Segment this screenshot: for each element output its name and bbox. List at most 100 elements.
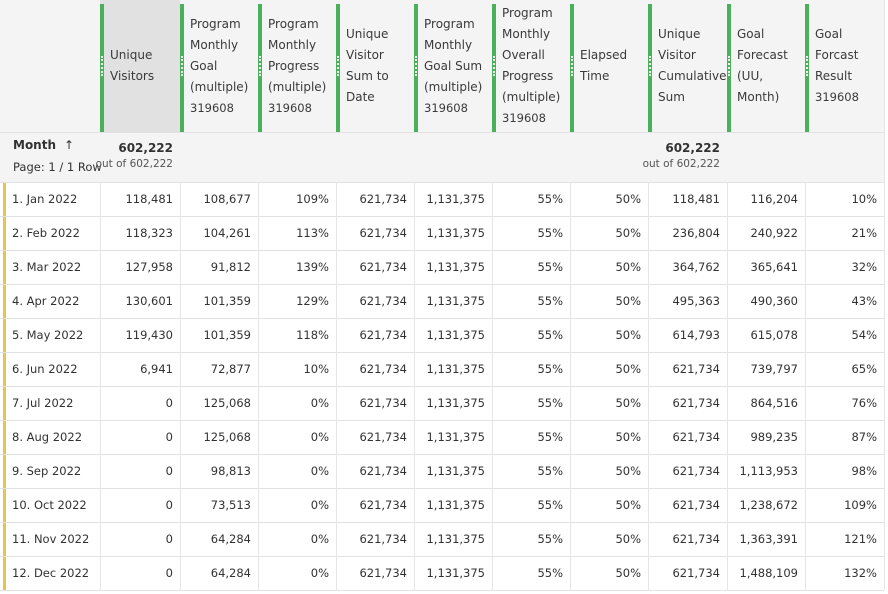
cell-value: 116,204 — [750, 192, 798, 206]
cell-value: 1,238,672 — [739, 498, 798, 512]
cell-value: 55% — [537, 498, 563, 512]
cell-value: 0% — [310, 566, 329, 580]
column-header[interactable]: Program Monthly Goal Sum (multiple) 31960… — [415, 0, 492, 132]
cell-value: 240,922 — [750, 226, 798, 240]
cell-value: 236,804 — [672, 226, 720, 240]
cell-divider — [100, 250, 101, 284]
column-header[interactable]: Unique Visitor Cumulative Sum — [649, 0, 727, 132]
cell-value: 364,762 — [672, 260, 720, 274]
column-header[interactable]: Elapsed Time — [571, 0, 648, 132]
column-header[interactable]: Unique Visitors — [101, 0, 180, 132]
cell-value: 119,430 — [125, 328, 173, 342]
cell-divider — [258, 386, 259, 420]
cell-divider — [414, 454, 415, 488]
cell-divider — [180, 352, 181, 386]
row-divider — [0, 250, 884, 251]
column-header[interactable]: Goal Forcast Result 319608 — [806, 0, 884, 132]
cell-value: 98% — [851, 464, 877, 478]
cell-divider — [180, 522, 181, 556]
cell-value: 495,363 — [672, 294, 720, 308]
cell-divider — [100, 386, 101, 420]
cell-divider — [492, 182, 493, 216]
month-header[interactable]: Month — [13, 138, 57, 152]
column-title: Unique Visitors — [110, 48, 155, 83]
cell-value: 129% — [296, 294, 329, 308]
row-label: 5. May 2022 — [12, 328, 84, 342]
cell-divider — [570, 216, 571, 250]
cell-divider — [336, 216, 337, 250]
selected-column-bg — [100, 0, 180, 132]
cell-divider — [805, 420, 806, 454]
cell-value: 118,323 — [125, 226, 173, 240]
cell-divider — [100, 556, 101, 590]
cell-value: 50% — [615, 430, 641, 444]
cell-divider — [258, 556, 259, 590]
cell-divider — [336, 284, 337, 318]
column-header[interactable]: Unique Visitor Sum to Date — [337, 0, 414, 132]
cell-divider — [258, 318, 259, 352]
cell-divider — [648, 522, 649, 556]
cell-value: 0 — [165, 464, 173, 478]
column-header[interactable]: Program Monthly Progress (multiple) 31960… — [259, 0, 336, 132]
cell-divider — [414, 352, 415, 386]
cell-divider — [805, 182, 806, 216]
cell-divider — [258, 488, 259, 522]
column-header[interactable]: Program Monthly Overall Progress (multip… — [493, 0, 570, 132]
cell-value: 55% — [537, 226, 563, 240]
column-title: Unique Visitor Sum to Date — [346, 27, 389, 104]
cell-divider — [805, 318, 806, 352]
cell-divider — [100, 216, 101, 250]
cell-value: 621,734 — [359, 362, 407, 376]
cell-divider — [648, 420, 649, 454]
cell-value: 989,235 — [750, 430, 798, 444]
cell-value: 118% — [296, 328, 329, 342]
cell-divider — [727, 454, 728, 488]
column-title: Elapsed Time — [580, 48, 628, 83]
cell-value: 76% — [851, 396, 877, 410]
cell-divider — [180, 556, 181, 590]
summary-of: out of 602,222 — [642, 158, 720, 170]
cell-divider — [180, 488, 181, 522]
cell-divider — [492, 284, 493, 318]
cell-divider — [258, 250, 259, 284]
cell-value: 55% — [537, 464, 563, 478]
cell-divider — [648, 182, 649, 216]
cell-value: 0% — [310, 498, 329, 512]
cell-divider — [570, 318, 571, 352]
cell-value: 50% — [615, 532, 641, 546]
cell-value: 72,877 — [210, 362, 251, 376]
cell-divider — [727, 318, 728, 352]
row-indicator — [3, 217, 6, 250]
cell-value: 1,131,375 — [426, 464, 485, 478]
cell-divider — [180, 386, 181, 420]
cell-value: 1,131,375 — [426, 498, 485, 512]
column-title: Program Monthly Goal Sum (multiple) — [424, 16, 483, 94]
cell-value: 621,734 — [359, 396, 407, 410]
column-handle — [649, 56, 651, 76]
cell-divider — [805, 454, 806, 488]
cell-divider — [648, 488, 649, 522]
cell-value: 50% — [615, 192, 641, 206]
cell-divider — [648, 556, 649, 590]
cell-divider — [805, 216, 806, 250]
cell-value: 101,359 — [203, 328, 251, 342]
cell-value: 1,131,375 — [426, 294, 485, 308]
cell-value: 6,941 — [140, 362, 173, 376]
column-header[interactable]: Program Monthly Goal (multiple) 319608 — [181, 0, 258, 132]
row-indicator — [3, 421, 6, 454]
cell-value: 1,131,375 — [426, 362, 485, 376]
cell-divider — [492, 556, 493, 590]
cell-value: 50% — [615, 566, 641, 580]
column-title: Program Monthly Progress (multiple) — [268, 16, 327, 94]
cell-divider — [805, 386, 806, 420]
cell-value: 0 — [165, 430, 173, 444]
column-header[interactable]: Goal Forecast (UU, Month) — [728, 0, 805, 132]
cell-divider — [492, 386, 493, 420]
cell-divider — [570, 522, 571, 556]
cell-divider — [570, 352, 571, 386]
cell-divider — [414, 488, 415, 522]
column-segment: 319608 — [815, 90, 859, 104]
cell-value: 113% — [296, 226, 329, 240]
cell-value: 55% — [537, 260, 563, 274]
row-label: 8. Aug 2022 — [12, 430, 83, 444]
